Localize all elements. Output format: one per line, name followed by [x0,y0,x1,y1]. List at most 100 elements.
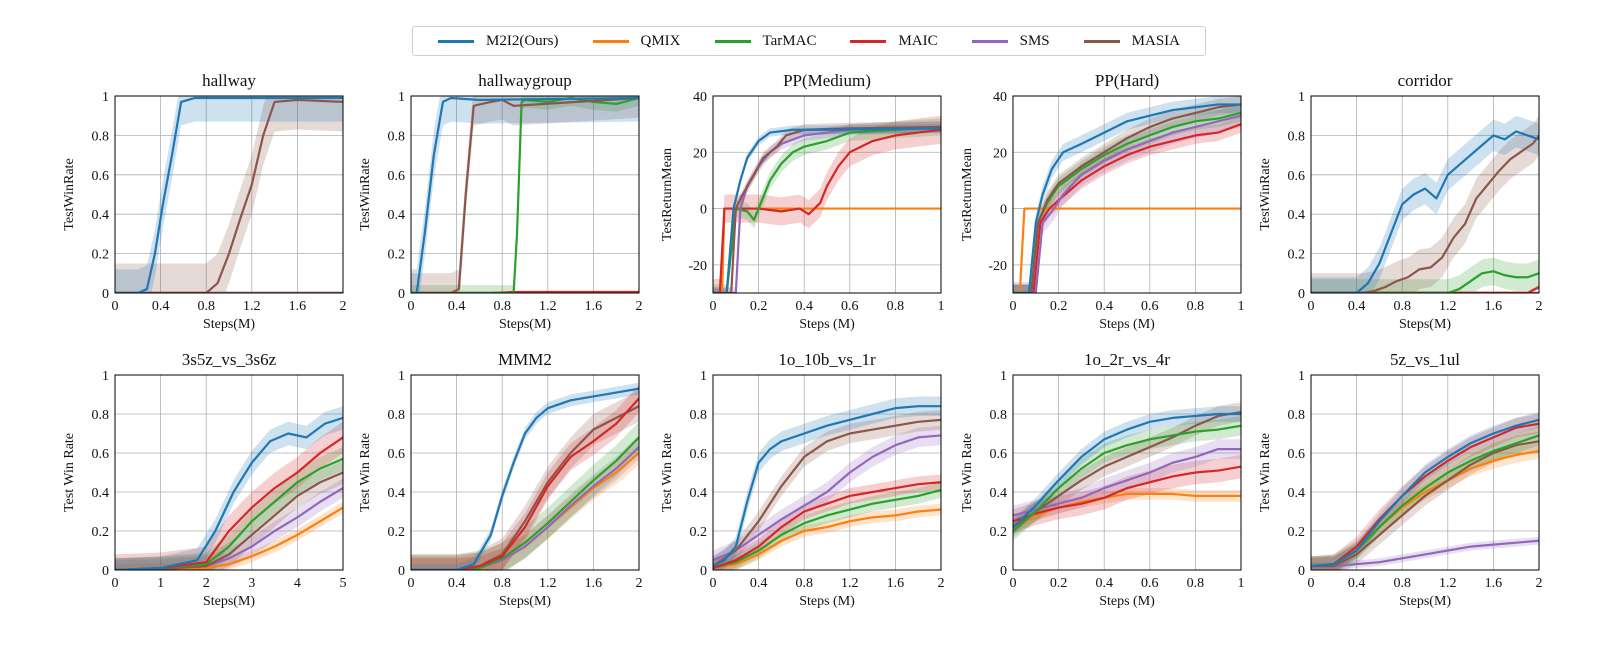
legend-item-tarmac: TarMAC [714,32,817,50]
x-tick-label: 5 [340,576,347,591]
panel-1: 0 0.4 0.8 1.2 1.6 2 0 0.2 0.4 0.6 0.8 1 hallwaygroup… [358,71,643,332]
series-line-maic [1311,422,1539,568]
band-tarmac [411,421,639,570]
y-axis-label: Test Win Rate [660,433,675,512]
band-sms [115,478,343,570]
series-line-maic [115,436,343,570]
chart-legend: M2I2(Ours) QMIX TarMAC MAIC SMS MASIA [412,26,1206,56]
x-tick-label: 0.8 [1187,299,1205,314]
legend-label: MASIA [1131,32,1180,49]
legend-label: SMS [1019,32,1050,49]
x-tick-label: 0.8 [1393,299,1411,314]
y-tick-label: 0.4 [92,208,110,223]
plot-frame [1012,95,1242,294]
y-tick-label: 0.2 [92,248,110,263]
panel-title: 1o_2r_vs_4r [1084,350,1170,369]
series-line-m2i2 [115,96,343,293]
series-line-masia [1311,134,1539,293]
y-tick-label: 0 [700,564,707,579]
series-line-tarmac [1013,424,1241,532]
x-tick-label: 1 [938,299,945,314]
band-m2i2 [1013,406,1241,535]
y-axis-label: Test Win Rate [62,433,77,512]
series-line-maic [411,397,639,570]
y-tick-label: 0 [700,203,707,218]
legend-item-sms: SMS [971,32,1050,50]
series-line-tarmac [713,125,941,293]
legend-label: TarMAC [762,32,817,49]
y-tick-label: -20 [688,259,707,274]
x-tick-label: 1.6 [585,299,603,314]
x-tick-label: 2 [636,576,643,591]
series-group [1311,115,1539,293]
x-axis-label: Steps(M) [203,317,255,332]
x-tick-label: 0.4 [1348,576,1366,591]
band-m2i2 [1311,412,1539,570]
x-tick-label: 0.4 [1095,576,1113,591]
x-tick-label: 1.2 [841,576,859,591]
y-tick-label: 0.6 [92,447,110,462]
series-line-tarmac [713,488,941,570]
x-tick-label: 1 [1238,576,1245,591]
x-tick-label: 3 [248,576,255,591]
plot-frame [410,374,640,571]
y-tick-label: 0.6 [388,169,406,184]
y-tick-label: 0 [1298,287,1305,302]
panel-5: 0 1 2 3 4 5 0 0.2 0.4 0.6 0.8 1 3s5z_vs_3s6z Steps(M)… [62,350,347,609]
panel-7: 0 0.4 0.8 1.2 1.6 2 0 0.2 0.4 0.6 0.8 1 1o_10b_vs_1r… [660,350,945,609]
y-axis-label: TestWinRate [358,158,373,230]
y-tick-label: 0.2 [1288,248,1306,263]
plot-frame [1310,95,1540,294]
y-tick-label: 20 [993,146,1007,161]
y-axis-label: TestReturnMean [660,148,675,241]
x-tick-label: 4 [294,576,301,591]
series-line-sms [1013,448,1241,517]
panel-3: 0 0.2 0.4 0.6 0.8 1 -20 0 20 40 PP(Hard) Steps (M) T… [960,71,1245,332]
legend-swatch [714,39,751,43]
x-tick-label: 0.4 [448,576,466,591]
y-tick-label: 0.4 [1288,208,1306,223]
plot-frame [114,95,344,294]
series-group [713,115,941,293]
y-tick-label: 1 [700,369,707,384]
x-tick-label: 0 [1308,299,1315,314]
x-tick-label: 0.4 [1348,299,1366,314]
legend-label: QMIX [640,32,681,49]
series-group [713,396,941,570]
x-tick-label: 0.4 [448,299,466,314]
x-tick-label: 0.8 [795,576,813,591]
band-masia [1013,96,1241,293]
series-line-qmix [713,207,941,293]
panel-title: hallwaygroup [478,71,571,90]
x-axis-label: Steps (M) [799,317,855,332]
legend-item-maic: MAIC [850,32,938,50]
x-tick-label: 1.2 [1439,576,1457,591]
plot-frame [1310,374,1540,571]
plot-frame [114,374,344,571]
x-tick-label: 0.2 [1050,299,1068,314]
series-line-m2i2 [713,405,941,568]
y-tick-label: 1 [398,90,405,105]
panel-4: 0 0.4 0.8 1.2 1.6 2 0 0.2 0.4 0.6 0.8 1 corridor Step… [1258,71,1543,332]
band-masia [411,390,639,570]
band-masia [1311,115,1539,293]
band-sms [713,425,941,570]
panel-6: 0 0.4 0.8 1.2 1.6 2 0 0.2 0.4 0.6 0.8 1 MMM2 Steps(M)… [358,350,643,609]
series-line-masia [411,96,639,293]
y-axis-label: Test Win Rate [358,433,373,512]
band-qmix [1013,488,1241,533]
x-tick-label: 0.8 [887,299,905,314]
legend-label: MAIC [898,32,938,49]
series-line-maic [1013,465,1241,523]
x-axis-label: Steps(M) [499,594,551,609]
series-line-m2i2 [411,96,639,293]
series-line-masia [1311,440,1539,568]
series-group [411,96,639,293]
band-m2i2 [115,406,343,570]
x-tick-label: 1.2 [243,299,261,314]
y-tick-label: 0.4 [690,486,708,501]
x-tick-label: 1.2 [539,576,557,591]
x-tick-label: 0 [112,299,119,314]
x-tick-label: 2 [203,576,210,591]
